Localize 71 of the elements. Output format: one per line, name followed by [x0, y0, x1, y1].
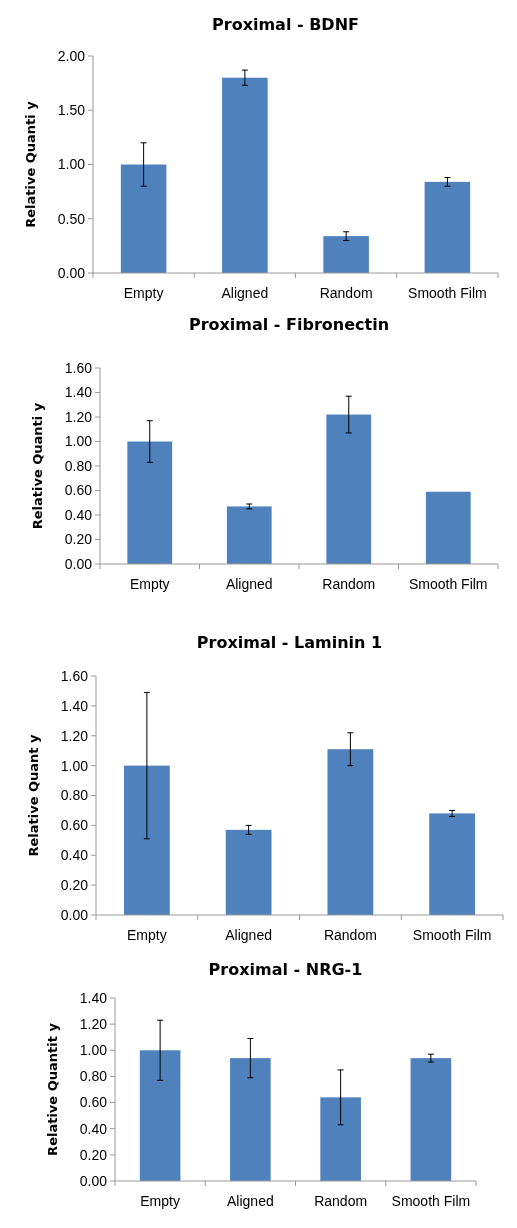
bar	[425, 491, 471, 564]
y-tick-label: 0.80	[64, 457, 93, 474]
x-tick-label: Empty	[123, 285, 164, 301]
bar	[139, 1050, 181, 1181]
y-tick-label: 1.20	[79, 1016, 108, 1033]
bar	[326, 414, 372, 564]
chart-title: Proximal - Fibronectin	[188, 315, 390, 334]
y-tick-label: 1.00	[79, 1042, 108, 1059]
chart-title: Proximal - BDNF	[212, 15, 359, 34]
bar	[120, 164, 167, 273]
y-tick-label: 0.20	[64, 531, 93, 548]
y-axis-title: Relative Quantit y	[45, 1022, 60, 1156]
bar	[123, 765, 170, 915]
bar	[424, 181, 471, 273]
y-tick-label: 0.40	[64, 506, 93, 523]
bar	[320, 1097, 361, 1181]
y-axis-title: Relative Quanti y	[23, 100, 38, 228]
y-tick-label: 1.20	[60, 727, 89, 744]
bar	[323, 236, 369, 273]
x-tick-label: Aligned	[221, 285, 269, 301]
x-tick-label: Smooth Film	[408, 576, 488, 592]
chart-title: Proximal - Laminin 1	[196, 633, 383, 652]
x-tick-label: Aligned	[225, 576, 273, 592]
y-tick-label: 0.00	[60, 906, 89, 923]
y-tick-label: 1.00	[57, 156, 86, 173]
y-tick-label: 2.00	[57, 47, 86, 64]
y-tick-label: 1.00	[64, 433, 93, 450]
bar	[225, 829, 272, 915]
x-tick-label: Random	[319, 285, 373, 301]
y-tick-label: 1.00	[60, 757, 89, 774]
y-tick-label: 0.60	[64, 482, 93, 499]
x-tick-label: Smooth Film	[391, 1193, 471, 1209]
x-tick-label: Empty	[127, 927, 167, 943]
y-tick-label: 1.60	[60, 667, 89, 684]
bar	[429, 813, 476, 915]
x-tick-label: Aligned	[225, 927, 272, 943]
x-tick-label: Smooth Film	[412, 927, 492, 943]
y-axis-title: Relative Quanti y	[30, 402, 45, 530]
y-tick-label: 0.20	[79, 1146, 108, 1163]
y-tick-label: 1.60	[64, 359, 93, 376]
y-tick-label: 1.40	[79, 989, 108, 1006]
bar	[127, 441, 173, 564]
y-tick-label: 1.40	[64, 384, 93, 401]
x-tick-label: Random	[314, 1193, 368, 1209]
y-tick-label: 0.40	[79, 1120, 108, 1137]
y-tick-label: 0.50	[57, 210, 86, 227]
y-tick-label: 0.80	[79, 1068, 108, 1085]
x-tick-label: Empty	[129, 576, 170, 592]
x-tick-label: Random	[322, 576, 376, 592]
y-tick-label: 0.20	[60, 877, 89, 894]
y-tick-label: 1.20	[64, 408, 93, 425]
y-tick-label: 0.00	[64, 555, 93, 572]
bar	[327, 749, 374, 915]
x-tick-label: Random	[323, 927, 377, 943]
y-tick-label: 1.50	[57, 102, 86, 119]
y-tick-label: 0.40	[60, 847, 89, 864]
y-tick-label: 0.00	[57, 264, 86, 281]
x-tick-label: Aligned	[227, 1193, 274, 1209]
bar	[230, 1058, 271, 1181]
y-tick-label: 0.00	[79, 1172, 108, 1189]
y-tick-label: 0.80	[60, 787, 89, 804]
x-tick-label: Empty	[140, 1193, 180, 1209]
y-tick-label: 0.60	[79, 1094, 108, 1111]
chart-title: Proximal - NRG-1	[208, 960, 363, 979]
y-tick-label: 1.40	[60, 697, 89, 714]
y-tick-label: 0.60	[60, 817, 89, 834]
bar	[226, 506, 272, 564]
y-axis-title: Relative Quant y	[26, 733, 41, 857]
bar	[222, 77, 268, 273]
bar	[410, 1058, 452, 1181]
x-tick-label: Smooth Film	[408, 285, 487, 301]
